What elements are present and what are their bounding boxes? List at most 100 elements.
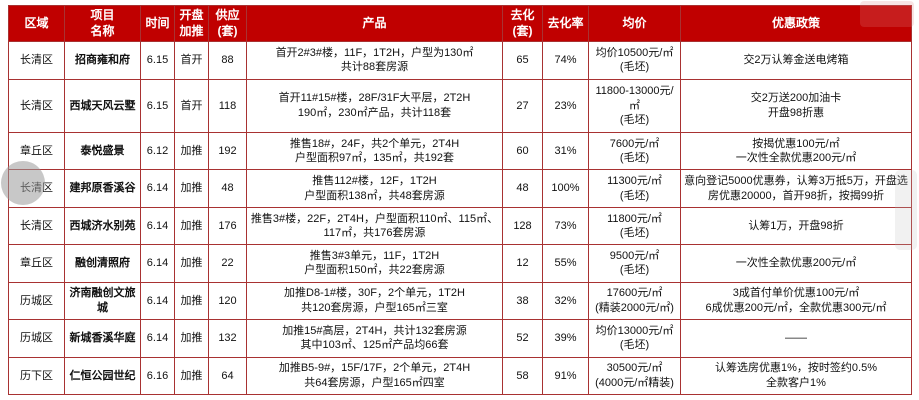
- column-header-policy: 优惠政策: [680, 4, 912, 43]
- watermark-circle: [1, 161, 45, 205]
- cell-product: 首开11#15#楼，28F/31F大平层，2T2H 190㎡，230㎡产品，共计…: [246, 78, 503, 134]
- cell-date: 6.15: [140, 78, 175, 134]
- table-row: 章丘区 泰悦盛景 6.12 加推 192 推售18#，24F，共2个单元，2T4H 户型面…: [8, 131, 912, 171]
- table-row: 历下区 仁恒公园世纪 6.16 加推 64 加推B5-9#，15F/17F，2个单元，2T…: [8, 356, 912, 396]
- cell-price: 11800-13000元/㎡ (毛坯): [588, 78, 681, 134]
- watermark-topright: [860, 1, 914, 27]
- cell-supply: 64: [208, 356, 247, 396]
- cell-project: 融创清照府: [64, 244, 141, 283]
- cell-supply: 176: [208, 206, 247, 246]
- cell-price: 均价13000元/㎡ (毛坯): [588, 319, 681, 358]
- cell-sold: 65: [502, 41, 543, 80]
- cell-date: 6.14: [140, 244, 175, 283]
- cell-product: 推售18#，24F，共2个单元，2T4H 户型面积97㎡，135㎡，共192套: [246, 131, 503, 171]
- table-row: 长清区 西城济水别苑 6.14 加推 176 推售3#楼，22F，2T4H，户型面积110…: [8, 206, 912, 246]
- cell-sold: 58: [502, 356, 543, 396]
- cell-sold: 128: [502, 206, 543, 246]
- cell-product: 加推D8-1#楼，30F，2个单元，1T2H 共120套房源，户型165㎡三室: [246, 281, 503, 321]
- cell-sold: 48: [502, 169, 543, 208]
- cell-sold: 12: [502, 244, 543, 283]
- cell-product: 首开2#3#楼，11F，1T2H，户型为130㎡ 共计88套房源: [246, 41, 503, 80]
- cell-supply: 192: [208, 131, 247, 171]
- table-body: 长清区 招商雍和府 6.15 首开 88 首开2#3#楼，11F，1T2H，户型为130㎡…: [8, 41, 912, 396]
- cell-date: 6.14: [140, 319, 175, 358]
- cell-rate: 91%: [542, 356, 589, 396]
- cell-type: 加推: [174, 356, 209, 396]
- cell-product: 加推15#高层，2T4H，共计132套房源 其中103㎡、125㎡产品均66套: [246, 319, 503, 358]
- cell-rate: 32%: [542, 281, 589, 321]
- cell-type: 首开: [174, 41, 209, 80]
- cell-rate: 73%: [542, 206, 589, 246]
- cell-type: 加推: [174, 169, 209, 208]
- table-row: 长清区 招商雍和府 6.15 首开 88 首开2#3#楼，11F，1T2H，户型为130㎡…: [8, 41, 912, 80]
- cell-price: 11300元/㎡ (毛坯): [588, 169, 681, 208]
- cell-sold: 38: [502, 281, 543, 321]
- watermark-right: [895, 170, 917, 250]
- cell-date: 6.16: [140, 356, 175, 396]
- column-header-type: 开盘 加推: [174, 4, 209, 43]
- column-header-product: 产品: [246, 4, 503, 43]
- table-row: 章丘区 融创清照府 6.14 加推 22 推售3#3单元，11F，1T2H 户型面积150…: [8, 244, 912, 283]
- cell-date: 6.14: [140, 169, 175, 208]
- table-row: 历城区 新城香溪华庭 6.14 加推 132 加推15#高层，2T4H，共计132套房源 …: [8, 319, 912, 358]
- cell-price: 30500元/㎡ (4000元/㎡精装): [588, 356, 681, 396]
- cell-policy: 3成首付单价优惠100元/㎡ 6成优惠200元/㎡，全款优惠300元/㎡: [680, 281, 912, 321]
- cell-policy: 意向登记5000优惠券，认筹3万抵5万，开盘选房优惠20000，首开98折，按揭…: [680, 169, 912, 208]
- cell-policy: ——: [680, 319, 912, 358]
- cell-supply: 120: [208, 281, 247, 321]
- cell-project: 招商雍和府: [64, 41, 141, 80]
- cell-policy: 交2万认筹金送电烤箱: [680, 41, 912, 80]
- market-table: 区域 项目 名称 时间 开盘 加推 供应 (套) 产品 去化 (套) 去化率 均价 优惠政策 长清…: [8, 4, 912, 396]
- cell-rate: 39%: [542, 319, 589, 358]
- cell-product: 推售3#楼，22F，2T4H，户型面积110㎡、115㎡、117㎡，共176套房…: [246, 206, 503, 246]
- cell-date: 6.14: [140, 206, 175, 246]
- cell-type: 加推: [174, 281, 209, 321]
- cell-price: 均价10500元/㎡ (毛坯): [588, 41, 681, 80]
- cell-policy: 一次性全款优惠200元/㎡: [680, 244, 912, 283]
- cell-product: 加推B5-9#，15F/17F，2个单元，2T4H 共64套房源，户型165㎡四…: [246, 356, 503, 396]
- table-head: 区域 项目 名称 时间 开盘 加推 供应 (套) 产品 去化 (套) 去化率 均价 优惠政策: [8, 4, 912, 43]
- cell-supply: 48: [208, 169, 247, 208]
- table-row: 长清区 西城天风云墅 6.15 首开 118 首开11#15#楼，28F/31F大平层，2…: [8, 78, 912, 134]
- cell-region: 历城区: [8, 319, 65, 358]
- cell-project: 仁恒公园世纪: [64, 356, 141, 396]
- table-row: 历城区 济南融创文旅城 6.14 加推 120 加推D8-1#楼，30F，2个单元，1T2…: [8, 281, 912, 321]
- cell-price: 11800元/㎡ (毛坯): [588, 206, 681, 246]
- cell-rate: 100%: [542, 169, 589, 208]
- column-header-supply: 供应 (套): [208, 4, 247, 43]
- cell-region: 历城区: [8, 281, 65, 321]
- cell-project: 泰悦盛景: [64, 131, 141, 171]
- cell-price: 7600元/㎡ (毛坯): [588, 131, 681, 171]
- cell-date: 6.12: [140, 131, 175, 171]
- cell-date: 6.14: [140, 281, 175, 321]
- cell-product: 推售3#3单元，11F，1T2H 户型面积150㎡，共22套房源: [246, 244, 503, 283]
- cell-sold: 27: [502, 78, 543, 134]
- table-header-row: 区域 项目 名称 时间 开盘 加推 供应 (套) 产品 去化 (套) 去化率 均价 优惠政策: [8, 4, 912, 43]
- cell-policy: 按揭优惠100元/㎡ 一次性全款优惠200元/㎡: [680, 131, 912, 171]
- cell-policy: 认筹选房优惠1%，按时签约0.5% 全款客户1%: [680, 356, 912, 396]
- column-header-region: 区域: [8, 4, 65, 43]
- cell-type: 加推: [174, 244, 209, 283]
- cell-type: 加推: [174, 131, 209, 171]
- cell-supply: 22: [208, 244, 247, 283]
- cell-supply: 118: [208, 78, 247, 134]
- column-header-price: 均价: [588, 4, 681, 43]
- column-header-project: 项目 名称: [64, 4, 141, 43]
- cell-policy: 交2万送200加油卡 开盘98折惠: [680, 78, 912, 134]
- cell-project: 西城天风云墅: [64, 78, 141, 134]
- cell-type: 加推: [174, 319, 209, 358]
- cell-supply: 88: [208, 41, 247, 80]
- column-header-sold: 去化 (套): [502, 4, 543, 43]
- cell-sold: 52: [502, 319, 543, 358]
- cell-project: 建邦原香溪谷: [64, 169, 141, 208]
- cell-rate: 55%: [542, 244, 589, 283]
- cell-rate: 74%: [542, 41, 589, 80]
- cell-project: 西城济水别苑: [64, 206, 141, 246]
- cell-region: 长清区: [8, 206, 65, 246]
- column-header-rate: 去化率: [542, 4, 589, 43]
- cell-type: 首开: [174, 78, 209, 134]
- cell-product: 推售112#楼，12F，1T2H 户型面积138㎡，共48套房源: [246, 169, 503, 208]
- cell-region: 长清区: [8, 78, 65, 134]
- cell-date: 6.15: [140, 41, 175, 80]
